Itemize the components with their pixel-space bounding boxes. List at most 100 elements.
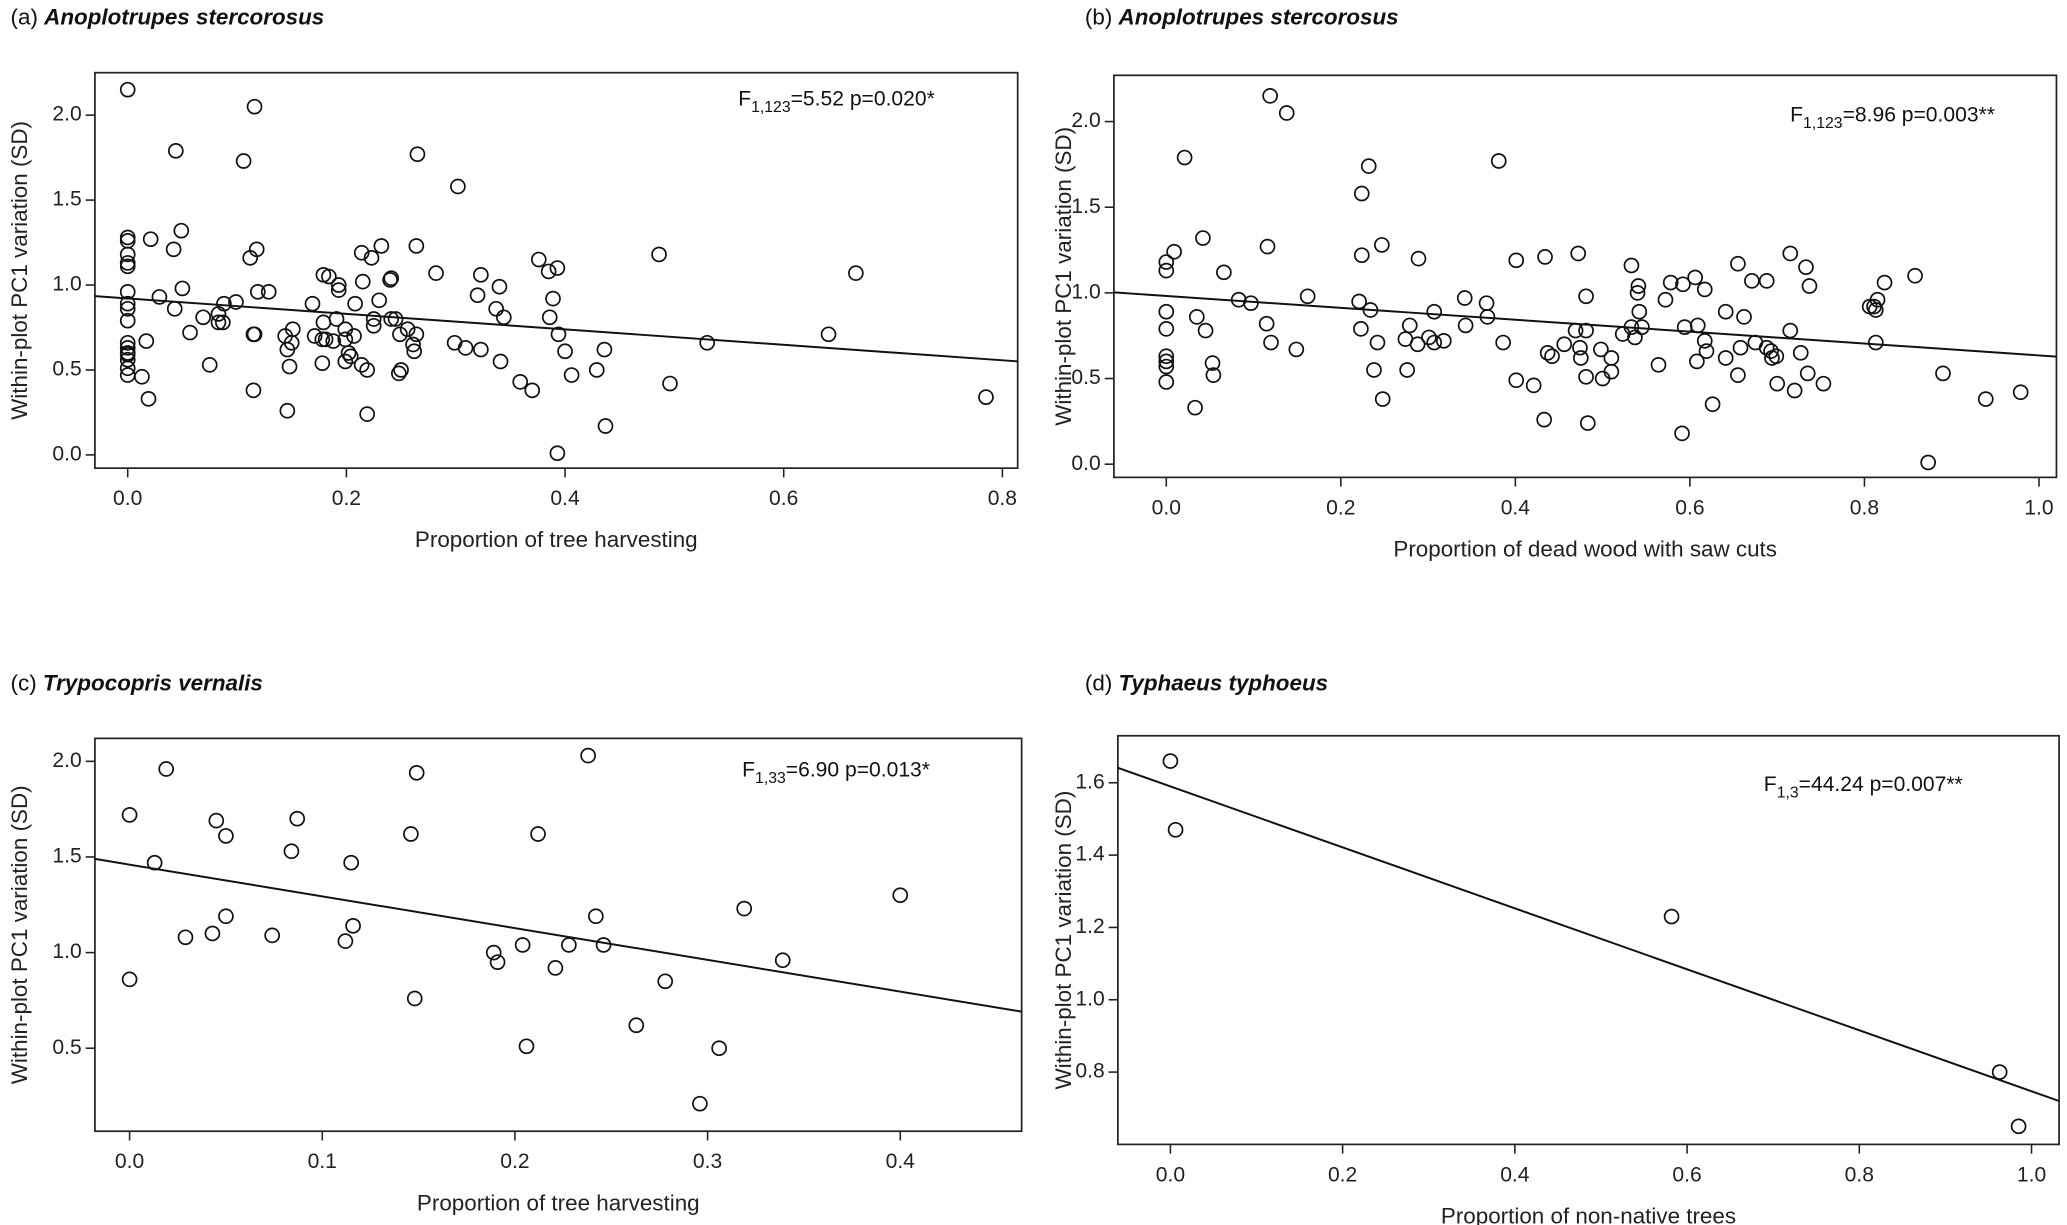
data-point: [1195, 230, 1211, 246]
data-point: [1758, 273, 1775, 289]
data-point: [1769, 375, 1786, 392]
data-point: [692, 1095, 708, 1112]
data-point: [343, 854, 360, 871]
x-tick-label: 0.6: [1672, 1163, 1701, 1186]
x-tick-label: 0.4: [1501, 496, 1531, 519]
data-point: [1525, 377, 1542, 394]
data-point: [628, 1017, 645, 1034]
data-point: [399, 321, 416, 338]
panel-label: (d): [1085, 670, 1119, 695]
stat-f: F: [738, 88, 751, 111]
data-point: [330, 277, 347, 293]
data-point: [1399, 362, 1415, 378]
stat-subscript: 1,33: [755, 770, 786, 787]
data-point: [774, 952, 791, 969]
data-point: [177, 929, 194, 946]
data-point: [1556, 336, 1573, 353]
y-tick-label: 1.5: [1071, 195, 1100, 218]
x-axis-label: Proportion of tree harvesting: [415, 527, 698, 552]
y-tick-label: 1.2: [1075, 915, 1104, 938]
y-tick-label: 1.0: [1075, 987, 1104, 1010]
panel-title: (a) Anoplotrupes stercorosus: [11, 5, 325, 30]
data-point: [119, 360, 136, 377]
data-point: [1689, 317, 1706, 334]
data-point: [1579, 415, 1596, 431]
panel-d: (d) Typhaeus typhoeus 0.0 0.2 0.4 0.6 0.8 1.0 0…: [1051, 670, 2060, 1225]
data-point: [1603, 363, 1620, 380]
data-point: [1674, 425, 1690, 442]
data-point: [651, 246, 667, 263]
x-tick-label: 0.0: [115, 1150, 144, 1173]
data-point: [1288, 341, 1305, 358]
x-tick-label: 0.6: [1675, 496, 1704, 519]
data-point: [1366, 362, 1382, 378]
x-tick-label: 0.0: [113, 487, 142, 510]
data-point: [347, 295, 363, 312]
data-point: [1167, 821, 1184, 838]
x-tick-label: 0.8: [988, 487, 1017, 510]
x-tick-label: 0.2: [332, 487, 361, 510]
data-point: [1867, 302, 1884, 318]
y-tick-label: 0.8: [1075, 1060, 1104, 1083]
y-axis-label: Within-plot PC1 variation (SD): [1051, 127, 1076, 426]
data-point: [1166, 243, 1182, 260]
data-point: [208, 812, 225, 829]
data-point: [485, 944, 502, 961]
data-point: [218, 908, 234, 925]
panel-c: (c) Trypocopris vernalis 0.0 0.1 0.2 0.3 0.4 0…: [7, 670, 1023, 1215]
data-point: [457, 340, 474, 356]
data-point: [1799, 365, 1816, 382]
stat-subscript: 1,3: [1777, 785, 1799, 802]
data-point: [699, 334, 716, 351]
data-point: [736, 900, 753, 917]
data-point: [1508, 252, 1525, 269]
data-point: [228, 294, 244, 310]
data-point: [514, 937, 531, 953]
stat-text: =44.24 p=0.007**: [1799, 773, 1963, 796]
x-axis-label: Proportion of dead wood with saw cuts: [1393, 536, 1777, 561]
data-point: [1353, 321, 1369, 337]
stat-f: F: [1764, 773, 1777, 796]
data-point: [1631, 303, 1648, 320]
data-point: [1353, 247, 1370, 264]
data-point: [530, 826, 546, 842]
data-point: [1657, 291, 1674, 308]
data-point: [2012, 384, 2029, 401]
stat-text: =8.96 p=0.003**: [1843, 103, 1995, 126]
data-point: [1744, 273, 1760, 289]
y-tick-label: 1.0: [52, 273, 81, 296]
data-point: [588, 908, 604, 925]
data-point: [1401, 317, 1418, 334]
data-point: [1537, 249, 1553, 265]
data-point: [1763, 343, 1779, 359]
data-point: [119, 295, 136, 312]
data-point: [365, 311, 382, 327]
data-point: [1815, 375, 1832, 392]
data-point: [1977, 391, 1994, 407]
data-point: [235, 153, 252, 169]
data-point: [1373, 237, 1390, 253]
data-point: [1360, 158, 1377, 174]
plot-frame: [1113, 74, 2058, 479]
data-point: [1782, 322, 1799, 339]
data-point: [1650, 356, 1667, 373]
data-point: [142, 231, 159, 248]
data-point: [373, 238, 390, 254]
data-point: [1353, 185, 1370, 202]
y-tick-label: 0.5: [1071, 366, 1100, 389]
data-point: [1920, 454, 1937, 471]
data-point: [1457, 317, 1474, 334]
data-point: [158, 761, 175, 777]
stat-text: =5.52 p=0.020*: [791, 88, 935, 111]
y-tick-label: 1.5: [52, 188, 81, 211]
data-point: [408, 326, 425, 343]
x-tick-label: 0.8: [1850, 496, 1879, 519]
data-point: [595, 937, 612, 953]
data-point: [820, 326, 837, 343]
data-point: [518, 1038, 535, 1055]
data-point: [1158, 262, 1175, 279]
x-tick-label: 0.4: [886, 1150, 916, 1173]
data-point: [1374, 391, 1391, 407]
data-point: [140, 390, 157, 407]
